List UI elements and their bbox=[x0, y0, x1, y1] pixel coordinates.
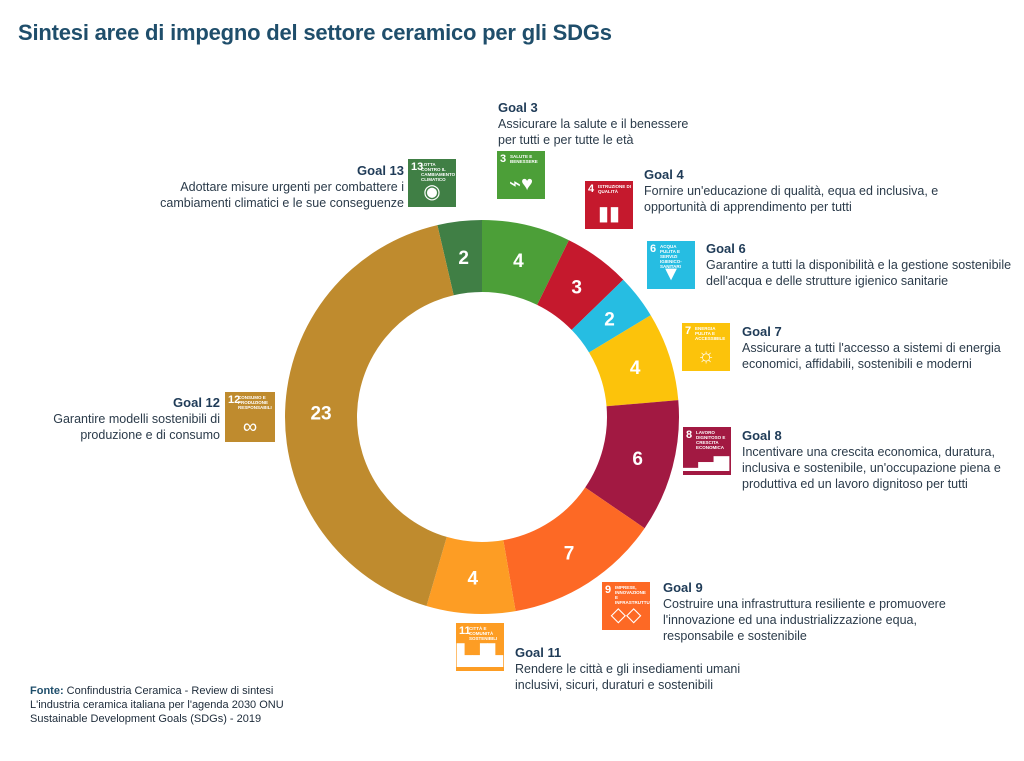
donut-slice-goal-12 bbox=[284, 225, 454, 607]
slice-value-label: 6 bbox=[632, 449, 643, 470]
sdg-12-icon: 12 Consumo e produzione responsabili ∞ bbox=[225, 392, 275, 442]
goal-6-desc-line: dell'acqua e delle strutture igienico sa… bbox=[706, 274, 949, 288]
sdg-6-icon: 6 Acqua pulita e servizi igienico-sanita… bbox=[647, 241, 695, 289]
slice-value-label: 2 bbox=[458, 248, 469, 269]
goal-8-text: Goal 8 Incentivare una crescita economic… bbox=[742, 428, 1012, 492]
goal-13-title: Goal 13 bbox=[357, 163, 404, 178]
goal-3-desc-line: per tutti e per tutte le età bbox=[498, 133, 634, 147]
goal-12-title: Goal 12 bbox=[173, 395, 220, 410]
sdg-8-label: Lavoro dignitoso e crescita economica bbox=[696, 430, 726, 450]
goal-12-text: Goal 12 Garantire modelli sostenibili di… bbox=[20, 395, 220, 443]
slice-value-label: 3 bbox=[571, 278, 582, 299]
city-buildings-icon: ▙▟▙ bbox=[456, 645, 504, 667]
goal-9-desc-line: responsabile e sostenibile bbox=[663, 629, 807, 643]
growth-chart-icon: ▁▃▅↗ bbox=[683, 449, 746, 471]
eye-globe-icon: ◉ bbox=[423, 181, 441, 203]
goal-3-title: Goal 3 bbox=[498, 100, 538, 115]
sdg-3-number: 3 bbox=[500, 153, 507, 165]
goal-12-desc-line: Garantire modelli sostenibili di bbox=[53, 412, 220, 426]
goal-4-title: Goal 4 bbox=[644, 167, 684, 182]
goal-3-text: Goal 3 Assicurare la salute e il benesse… bbox=[498, 100, 728, 148]
goal-9-desc-line: l'innovazione ed una industrializzazione… bbox=[663, 613, 917, 627]
goal-8-desc-line: produttiva ed un lavoro dignitoso per tu… bbox=[742, 477, 968, 491]
sdg-3-icon: 3 Salute e benessere ⌁♥ bbox=[497, 151, 545, 199]
goal-9-title: Goal 9 bbox=[663, 580, 703, 595]
goal-11-desc-line: Rendere le città e gli insediamenti uman… bbox=[515, 662, 741, 676]
sdg-12-number: 12 bbox=[228, 394, 241, 406]
goal-7-desc-line: Assicurare a tutti l'accesso a sistemi d… bbox=[742, 341, 1001, 355]
slice-value-label: 4 bbox=[513, 251, 524, 272]
goal-6-text: Goal 6 Garantire a tutti la disponibilit… bbox=[706, 241, 1016, 289]
sdg-7-label: Energia pulita e accessibile bbox=[695, 326, 726, 341]
cubes-icon: ◇◇ bbox=[610, 604, 642, 626]
donut-slice-goal-7 bbox=[589, 315, 679, 407]
donut-slice-goal-13 bbox=[437, 220, 482, 296]
sdg-11-icon: 11 Città e comunità sostenibili ▙▟▙ bbox=[456, 623, 504, 671]
goal-7-title: Goal 7 bbox=[742, 324, 782, 339]
sdg-12-label: Consumo e produzione responsabili bbox=[238, 395, 272, 410]
sdg-8-number: 8 bbox=[686, 429, 693, 441]
donut-slice-goal-4 bbox=[537, 240, 624, 330]
sdg-13-number: 13 bbox=[411, 161, 424, 173]
donut-slice-goal-3 bbox=[482, 220, 569, 305]
sdg-4-number: 4 bbox=[588, 183, 595, 195]
sdg-7-number: 7 bbox=[685, 325, 692, 337]
goal-4-desc-line: opportunità di apprendimento per tutti bbox=[644, 200, 852, 214]
goal-13-desc-line: cambiamenti climatici e le sue conseguen… bbox=[160, 196, 404, 210]
donut-slice-goal-6 bbox=[571, 279, 651, 353]
sdg-7-icon: 7 Energia pulita e accessibile ☼ bbox=[682, 323, 730, 371]
goal-13-desc-line: Adottare misure urgenti per combattere i bbox=[180, 180, 404, 194]
donut-slice-goal-11 bbox=[426, 536, 516, 614]
goal-13-text: Goal 13 Adottare misure urgenti per comb… bbox=[104, 163, 404, 211]
slice-value-label: 4 bbox=[468, 569, 479, 590]
goal-7-desc-line: economici, affidabili, sostenibili e mod… bbox=[742, 357, 972, 371]
slice-value-label: 4 bbox=[630, 358, 641, 379]
goal-11-desc-line: inclusivi, sicuri, duraturi e sostenibil… bbox=[515, 678, 713, 692]
sdg-11-label: Città e comunità sostenibili bbox=[469, 626, 498, 641]
goal-9-text: Goal 9 Costruire una infrastruttura resi… bbox=[663, 580, 983, 644]
source-line: L'industria ceramica italiana per l'agen… bbox=[30, 699, 284, 711]
goal-4-desc-line: Fornire un'educazione di qualità, equa e… bbox=[644, 184, 939, 198]
sdg-4-label: Istruzione di qualità bbox=[598, 184, 632, 194]
source-label: Fonte: bbox=[30, 685, 64, 697]
slice-value-label: 2 bbox=[604, 310, 615, 331]
donut-slice-goal-8 bbox=[585, 400, 679, 529]
sdg-9-label: Imprese, innovazione e infrastrutture bbox=[615, 585, 656, 605]
source-note: Fonte: Confindustria Ceramica - Review d… bbox=[30, 684, 284, 726]
donut-slice-goal-9 bbox=[503, 487, 645, 612]
sdg-6-label: Acqua pulita e servizi igienico-sanitari bbox=[660, 244, 682, 269]
slice-value-label: 23 bbox=[310, 403, 331, 424]
infinity-icon: ∞ bbox=[242, 416, 258, 438]
goal-8-desc-line: Incentivare una crescita economica, dura… bbox=[742, 445, 995, 459]
sdg-6-number: 6 bbox=[650, 243, 657, 255]
slice-value-label: 7 bbox=[564, 543, 575, 564]
sdg-8-icon: 8 Lavoro dignitoso e crescita economica … bbox=[683, 427, 746, 475]
sdg-3-label: Salute e benessere bbox=[510, 154, 538, 164]
sun-icon: ☼ bbox=[696, 345, 716, 367]
page-title: Sintesi aree di impegno del settore cera… bbox=[18, 20, 612, 45]
sdg-9-number: 9 bbox=[605, 584, 612, 596]
sdg-13-label: Lotta contro il cambiamento climatico bbox=[421, 162, 456, 182]
goal-11-title: Goal 11 bbox=[515, 645, 562, 660]
heartbeat-icon: ⌁♥ bbox=[509, 173, 533, 195]
sdg-9-icon: 9 Imprese, innovazione e infrastrutture … bbox=[602, 582, 656, 630]
goal-8-desc-line: inclusiva e sostenibile, un'occupazione … bbox=[742, 461, 1001, 475]
book-icon: ▮▮ bbox=[597, 203, 620, 225]
goal-8-title: Goal 8 bbox=[742, 428, 782, 443]
source-line: Confindustria Ceramica - Review di sinte… bbox=[66, 685, 274, 697]
goal-12-desc-line: produzione e di consumo bbox=[80, 428, 220, 442]
goal-6-desc-line: Garantire a tutti la disponibilità e la … bbox=[706, 258, 1012, 272]
sdg-11-number: 11 bbox=[459, 625, 471, 637]
water-glass-icon: ▼ bbox=[661, 263, 681, 285]
goal-11-text: Goal 11 Rendere le città e gli insediame… bbox=[515, 645, 775, 693]
goal-7-text: Goal 7 Assicurare a tutti l'accesso a si… bbox=[742, 324, 1012, 372]
goal-6-title: Goal 6 bbox=[706, 241, 746, 256]
goal-9-desc-line: Costruire una infrastruttura resiliente … bbox=[663, 597, 946, 611]
source-line: Sustainable Development Goals (SDGs) - 2… bbox=[30, 713, 262, 725]
sdg-4-icon: 4 Istruzione di qualità ▮▮ bbox=[585, 181, 633, 229]
goal-3-desc-line: Assicurare la salute e il benessere bbox=[498, 117, 689, 131]
goal-4-text: Goal 4 Fornire un'educazione di qualità,… bbox=[644, 167, 974, 215]
sdg-13-icon: 13 Lotta contro il cambiamento climatico… bbox=[408, 159, 456, 207]
